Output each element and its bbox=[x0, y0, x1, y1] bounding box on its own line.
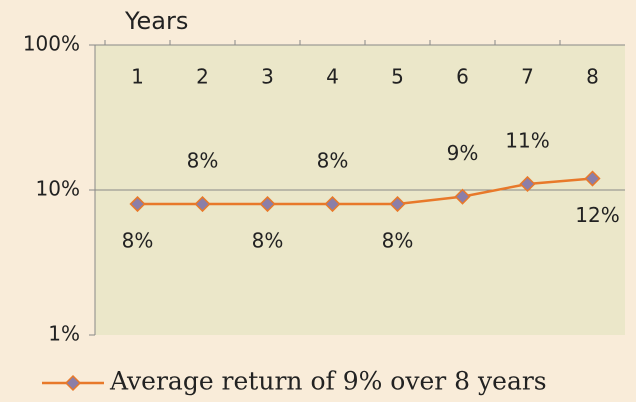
x-tick-label: 4 bbox=[326, 65, 339, 89]
chart-title: Years bbox=[124, 7, 188, 35]
data-label: 8% bbox=[317, 149, 349, 173]
x-tick-label: 6 bbox=[456, 65, 469, 89]
x-tick-label: 8 bbox=[586, 65, 599, 89]
data-label: 8% bbox=[382, 229, 414, 253]
chart: Years 1% 10% 100% 1 2 3 4 5 6 7 8 8% 8% 8% 8% 8% 9% 11% 12… bbox=[0, 0, 636, 402]
x-tick-label: 1 bbox=[131, 65, 144, 89]
data-label: 9% bbox=[447, 141, 479, 165]
legend-marker bbox=[66, 376, 80, 390]
x-tick-label: 3 bbox=[261, 65, 274, 89]
data-label: 8% bbox=[122, 229, 154, 253]
x-tick-label: 7 bbox=[521, 65, 534, 89]
y-tick-label: 10% bbox=[36, 177, 80, 201]
page: {"chart_data": {"type": "line", "title":… bbox=[0, 0, 636, 402]
x-tick-label: 2 bbox=[196, 65, 209, 89]
data-label: 8% bbox=[252, 229, 284, 253]
data-label: 12% bbox=[575, 203, 619, 227]
data-label: 11% bbox=[505, 128, 549, 152]
y-tick-label: 1% bbox=[48, 322, 80, 346]
y-tick-label: 100% bbox=[23, 32, 80, 56]
x-tick-label: 5 bbox=[391, 65, 404, 89]
data-label: 8% bbox=[187, 149, 219, 173]
legend-label: Average return of 9% over 8 years bbox=[109, 367, 547, 396]
